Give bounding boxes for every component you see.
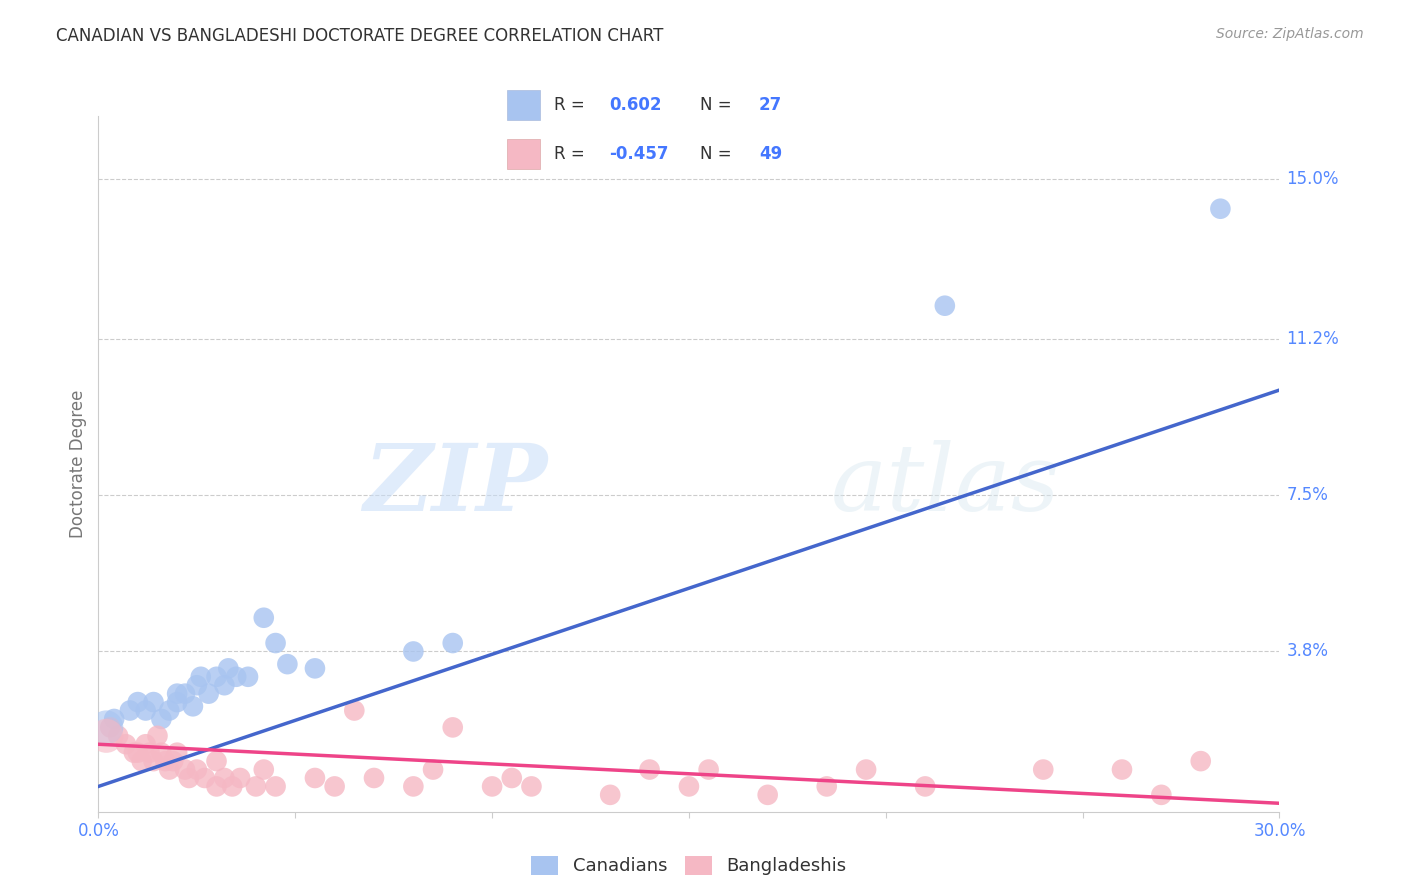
Point: [122, 746, 145, 760]
Point: [343, 704, 366, 718]
Point: [229, 771, 252, 785]
Point: [402, 780, 425, 794]
Point: [186, 678, 208, 692]
Point: [441, 636, 464, 650]
Point: [304, 771, 326, 785]
Point: [166, 695, 188, 709]
Text: N =: N =: [700, 145, 737, 163]
Point: [599, 788, 621, 802]
Point: [194, 771, 217, 785]
Point: [127, 746, 149, 760]
Point: [138, 746, 160, 760]
Text: R =: R =: [554, 95, 591, 114]
Point: [135, 737, 157, 751]
Text: N =: N =: [700, 95, 737, 114]
FancyBboxPatch shape: [506, 139, 540, 169]
Point: [197, 687, 219, 701]
Point: [135, 704, 157, 718]
Point: [253, 763, 276, 777]
Point: [162, 754, 184, 768]
Text: 11.2%: 11.2%: [1286, 330, 1340, 349]
Point: [304, 661, 326, 675]
Point: [186, 763, 208, 777]
Text: atlas: atlas: [831, 440, 1060, 530]
Point: [697, 763, 720, 777]
Point: [520, 780, 543, 794]
Point: [264, 780, 287, 794]
Point: [638, 763, 661, 777]
Text: Source: ZipAtlas.com: Source: ZipAtlas.com: [1216, 27, 1364, 41]
Point: [115, 737, 138, 751]
Point: [214, 678, 236, 692]
Point: [1150, 788, 1173, 802]
Point: [914, 780, 936, 794]
Point: [934, 299, 956, 313]
Point: [205, 670, 228, 684]
Point: [181, 699, 204, 714]
Point: [264, 636, 287, 650]
Point: [402, 644, 425, 658]
Point: [214, 771, 236, 785]
Text: 49: 49: [759, 145, 782, 163]
Point: [174, 763, 197, 777]
Point: [190, 670, 212, 684]
Point: [245, 780, 267, 794]
Text: 7.5%: 7.5%: [1286, 486, 1329, 505]
Text: 15.0%: 15.0%: [1286, 170, 1339, 188]
Point: [107, 729, 129, 743]
FancyBboxPatch shape: [506, 90, 540, 120]
Point: [481, 780, 503, 794]
Point: [118, 704, 141, 718]
Point: [276, 657, 298, 672]
Point: [1209, 202, 1232, 216]
Point: [150, 746, 173, 760]
Point: [217, 661, 239, 675]
Y-axis label: Doctorate Degree: Doctorate Degree: [69, 390, 87, 538]
Point: [103, 712, 125, 726]
Point: [756, 788, 779, 802]
Text: CANADIAN VS BANGLADESHI DOCTORATE DEGREE CORRELATION CHART: CANADIAN VS BANGLADESHI DOCTORATE DEGREE…: [56, 27, 664, 45]
Point: [205, 754, 228, 768]
Point: [150, 712, 173, 726]
Point: [98, 720, 121, 734]
Text: 27: 27: [759, 95, 782, 114]
Point: [177, 771, 200, 785]
Point: [678, 780, 700, 794]
Point: [166, 746, 188, 760]
Point: [127, 695, 149, 709]
Point: [1189, 754, 1212, 768]
Text: 3.8%: 3.8%: [1286, 642, 1329, 660]
Point: [221, 780, 243, 794]
Text: R =: R =: [554, 145, 591, 163]
Point: [1111, 763, 1133, 777]
Point: [441, 720, 464, 734]
Point: [363, 771, 385, 785]
Point: [205, 780, 228, 794]
Point: [157, 763, 180, 777]
Point: [501, 771, 523, 785]
Text: ZIP: ZIP: [363, 440, 547, 530]
Point: [253, 611, 276, 625]
Point: [155, 754, 177, 768]
Point: [174, 687, 197, 701]
Point: [131, 754, 153, 768]
Point: [96, 720, 118, 734]
Point: [166, 687, 188, 701]
Point: [142, 695, 165, 709]
Point: [157, 704, 180, 718]
Point: [422, 763, 444, 777]
Point: [225, 670, 247, 684]
Point: [323, 780, 346, 794]
Point: [142, 754, 165, 768]
Point: [236, 670, 259, 684]
Legend: Canadians, Bangladeshis: Canadians, Bangladeshis: [524, 849, 853, 883]
Point: [1032, 763, 1054, 777]
Point: [146, 729, 169, 743]
Point: [855, 763, 877, 777]
Point: [815, 780, 838, 794]
Text: 0.602: 0.602: [609, 95, 662, 114]
Point: [96, 729, 118, 743]
Text: -0.457: -0.457: [609, 145, 669, 163]
